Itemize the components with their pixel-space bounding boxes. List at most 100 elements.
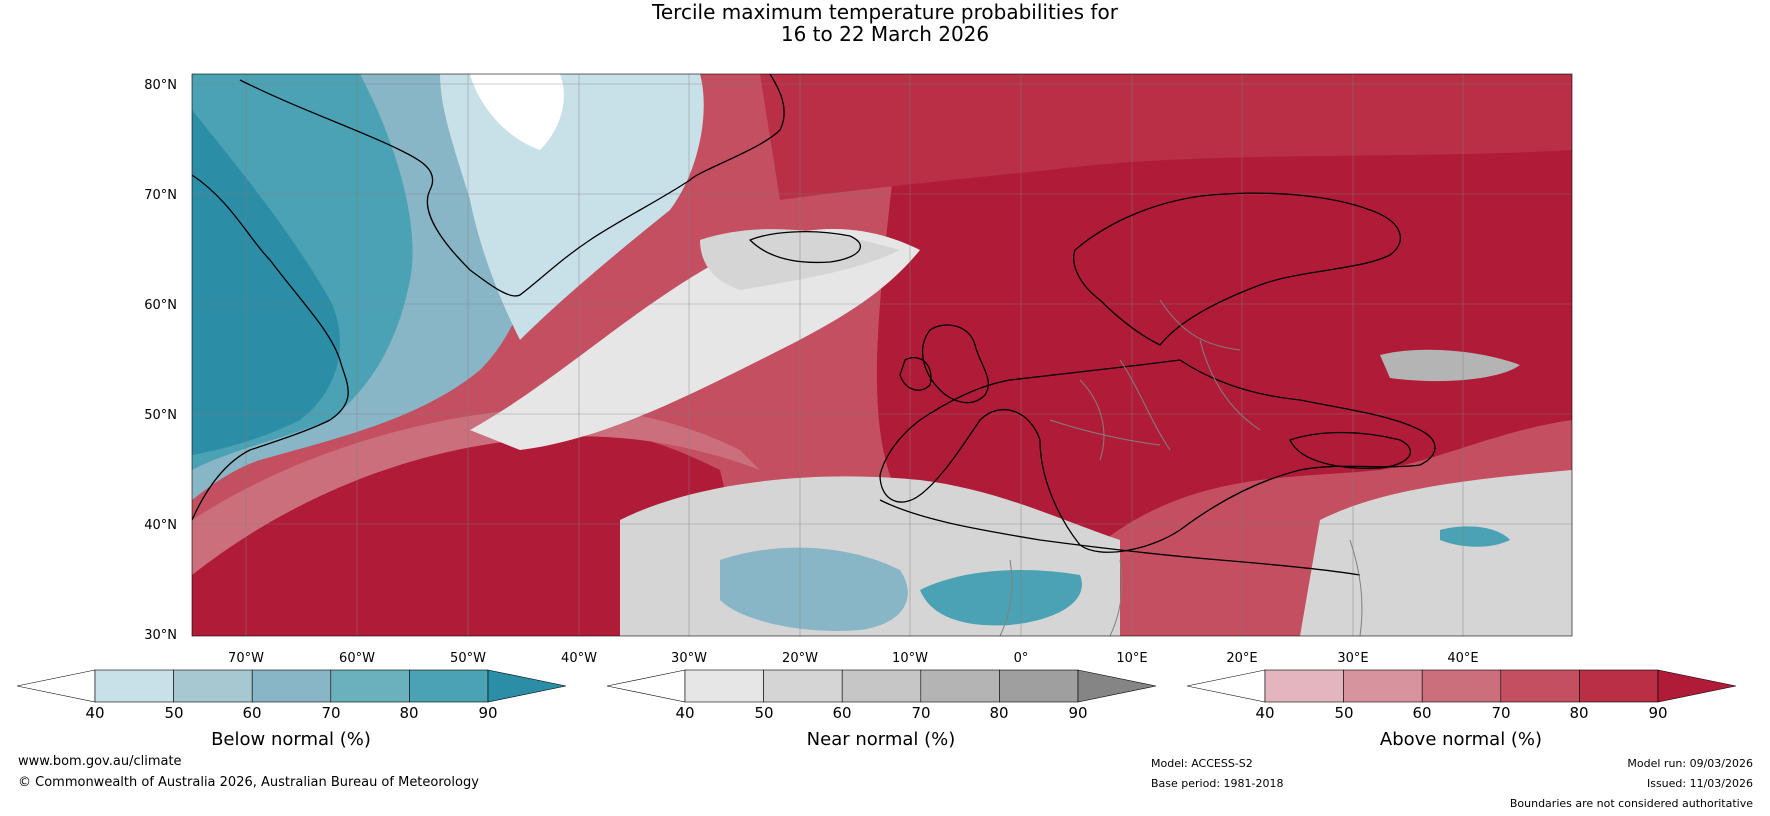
colorbar-above: 40 50 60 70 80 90 Above normal (%) <box>1186 669 1737 750</box>
colorbar-below: 40 50 60 70 80 90 Below normal (%) <box>16 669 567 750</box>
below-tick-60: 60 <box>242 704 261 722</box>
below-swatch-50 <box>173 669 253 703</box>
lat-label-80n: 80°N <box>144 78 177 93</box>
coast-black-sea <box>1289 431 1412 469</box>
near-normal-region-atlantic <box>470 229 920 450</box>
coast-scandinavia <box>1073 192 1402 346</box>
near-tick-70: 70 <box>911 704 930 722</box>
coast-greenland <box>239 74 785 297</box>
above-normal-region-europe <box>876 80 1572 577</box>
near-normal-label: Near normal (%) <box>807 729 956 750</box>
near-swatch-50 <box>763 669 843 703</box>
above-tick-70: 70 <box>1491 704 1510 722</box>
near-tick-40: 40 <box>675 704 694 722</box>
coast-britain <box>921 324 990 404</box>
coast-north-africa <box>879 499 1361 576</box>
below-normal-region-africa <box>720 547 908 631</box>
below-normal-region-greenland <box>440 74 704 340</box>
below-normal-label: Below normal (%) <box>211 729 371 750</box>
below-swatch-40 <box>94 669 174 703</box>
above-tick-90: 90 <box>1648 704 1667 722</box>
probability-map <box>192 74 1572 636</box>
lat-label-50n: 50°N <box>144 408 177 423</box>
near-swatch-80 <box>999 669 1079 703</box>
lon-axis: 70°W 60°W 50°W 40°W 30°W 20°W 10°W 0° 10… <box>228 651 1479 666</box>
lat-axis: 80°N 70°N 60°N 50°N 40°N 30°N <box>144 78 177 643</box>
below-extend-high <box>487 669 567 703</box>
near-swatch-40 <box>684 669 764 703</box>
above-normal-region-atlantic-edge <box>192 407 760 575</box>
lat-label-70n: 70°N <box>144 188 177 203</box>
coast-ireland <box>899 357 932 391</box>
below-tick-90: 90 <box>478 704 497 722</box>
above-tick-80: 80 <box>1569 704 1588 722</box>
map-title-line1: Tercile maximum temperature probabilitie… <box>652 0 1118 24</box>
below-normal-region-morocco <box>920 570 1082 626</box>
coast-europe-mainland <box>879 359 1436 553</box>
below-extend-low <box>16 669 96 703</box>
coastlines <box>192 74 1436 576</box>
above-normal-region-arctic <box>760 74 1572 200</box>
lon-label-0: 0° <box>1014 651 1029 666</box>
below-tick-70: 70 <box>321 704 340 722</box>
above-extend-high <box>1657 669 1737 703</box>
lon-label-10w: 10°W <box>892 651 928 666</box>
near-swatch-60 <box>841 669 922 703</box>
above-extend-low <box>1186 669 1266 703</box>
above-tick-60: 60 <box>1412 704 1431 722</box>
model-text: Model: ACCESS-S2 <box>1151 757 1253 770</box>
lat-label-40n: 40°N <box>144 518 177 533</box>
below-normal-region-caucasus <box>1440 526 1510 547</box>
above-swatch-70 <box>1500 669 1580 703</box>
lon-label-20e: 20°E <box>1226 651 1257 666</box>
below-normal-region-canada-core <box>192 110 340 455</box>
lon-label-30e: 30°E <box>1337 651 1368 666</box>
political-boundaries <box>999 299 1363 636</box>
below-swatch-80 <box>409 669 489 703</box>
above-swatch-80 <box>1579 669 1659 703</box>
above-swatch-60 <box>1421 669 1502 703</box>
website-link[interactable]: www.bom.gov.au/climate <box>18 754 182 769</box>
lat-label-30n: 30°N <box>144 628 177 643</box>
lon-label-40e: 40°E <box>1447 651 1478 666</box>
coast-north-america <box>192 174 349 521</box>
near-swatch-70 <box>920 669 1000 703</box>
below-tick-40: 40 <box>85 704 104 722</box>
below-swatch-70 <box>330 669 410 703</box>
base-period-text: Base period: 1981-2018 <box>1151 777 1284 790</box>
model-run-text: Model run: 09/03/2026 <box>1627 757 1753 770</box>
above-tick-40: 40 <box>1255 704 1274 722</box>
lon-label-70w: 70°W <box>228 651 264 666</box>
above-swatch-40 <box>1264 669 1344 703</box>
near-extend-low <box>606 669 686 703</box>
near-normal-region-caspian <box>1380 349 1520 382</box>
near-normal-region-middle-east <box>1300 470 1572 636</box>
disclaimer-text: Boundaries are not considered authoritat… <box>1509 797 1753 810</box>
near-tick-80: 80 <box>989 704 1008 722</box>
issued-text: Issued: 11/03/2026 <box>1646 777 1753 790</box>
lon-label-30w: 30°W <box>671 651 707 666</box>
near-normal-region-greenland <box>470 74 564 150</box>
below-tick-80: 80 <box>399 704 418 722</box>
map-frame <box>191 73 1573 637</box>
lon-label-20w: 20°W <box>782 651 818 666</box>
below-tick-50: 50 <box>164 704 183 722</box>
near-tick-50: 50 <box>754 704 773 722</box>
graticule <box>192 74 1572 636</box>
near-tick-90: 90 <box>1068 704 1087 722</box>
near-extend-high <box>1077 669 1157 703</box>
map-title-line2: 16 to 22 March 2026 <box>780 22 990 46</box>
below-swatch-60 <box>251 669 332 703</box>
above-normal-label: Above normal (%) <box>1380 729 1542 750</box>
coast-iceland <box>749 230 862 264</box>
lon-label-50w: 50°W <box>450 651 486 666</box>
near-tick-60: 60 <box>832 704 851 722</box>
lon-label-40w: 40°W <box>561 651 597 666</box>
lon-label-10e: 10°E <box>1116 651 1147 666</box>
colorbar-near: 40 50 60 70 80 90 Near normal (%) <box>606 669 1157 750</box>
lat-label-60n: 60°N <box>144 298 177 313</box>
copyright-text: © Commonwealth of Australia 2026, Austra… <box>18 775 479 790</box>
above-tick-50: 50 <box>1334 704 1353 722</box>
above-swatch-50 <box>1343 669 1423 703</box>
